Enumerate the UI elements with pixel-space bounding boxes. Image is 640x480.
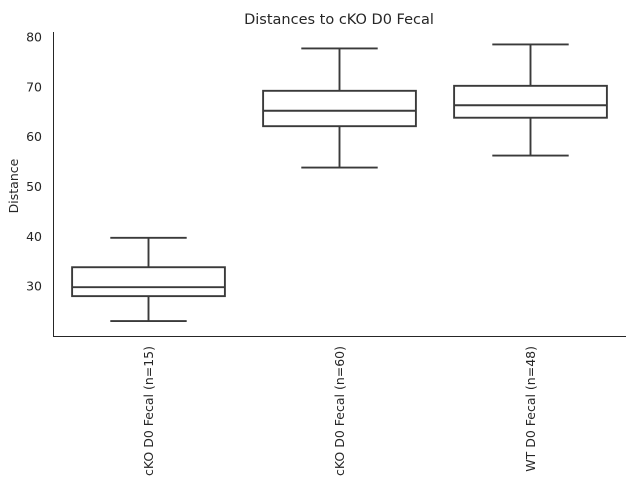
x-tick-labels: cKO D0 Fecal (n=15) cKO D0 Fecal (n=60) WT…: [141, 346, 538, 476]
y-tick-label: 80: [26, 29, 42, 44]
box-plot-series: [71, 43, 608, 322]
box-1: [71, 236, 226, 322]
chart-title: Distances to cKO D0 Fecal: [244, 12, 434, 28]
box-3: [453, 43, 608, 157]
iqr-box: [71, 266, 226, 298]
y-axis-label: Distance: [6, 158, 21, 213]
x-tick-label: cKO D0 Fecal (n=15): [141, 346, 156, 476]
iqr-box: [262, 89, 417, 128]
x-tick-label: cKO D0 Fecal (n=60): [332, 346, 347, 476]
box-2: [262, 47, 417, 169]
x-tick-label: WT D0 Fecal (n=48): [523, 346, 538, 472]
y-tick-labels: 30 40 50 60 70 80: [26, 29, 42, 293]
y-tick-label: 50: [26, 179, 42, 194]
y-tick-label: 30: [26, 279, 42, 294]
iqr-box: [453, 84, 608, 119]
y-tick-label: 40: [26, 229, 42, 244]
y-tick-label: 60: [26, 129, 42, 144]
y-tick-label: 70: [26, 79, 42, 94]
